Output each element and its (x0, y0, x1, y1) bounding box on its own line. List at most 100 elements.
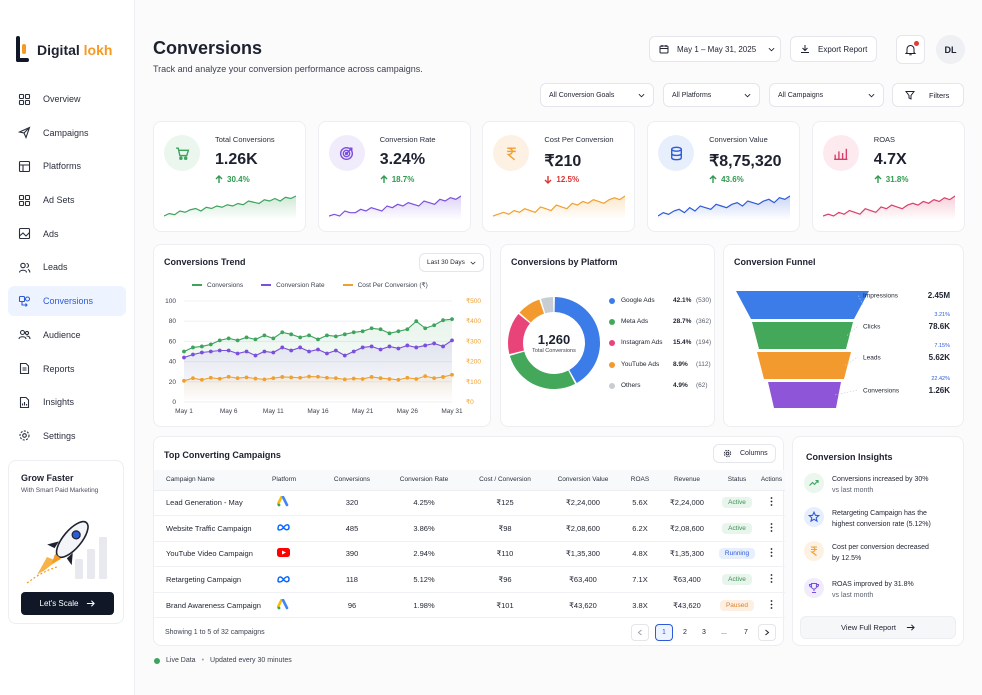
sidebar-item-settings[interactable]: Settings (8, 421, 126, 451)
col-platform[interactable]: Platform (272, 470, 322, 491)
sidebar-item-overview[interactable]: Overview (8, 84, 126, 114)
data-point[interactable] (253, 353, 258, 358)
data-point[interactable] (432, 376, 437, 381)
trend-range-select[interactable]: Last 30 Days (419, 253, 484, 272)
row-actions[interactable] (758, 490, 785, 517)
data-point[interactable] (199, 350, 204, 355)
data-point[interactable] (298, 345, 303, 350)
data-point[interactable] (191, 352, 195, 357)
col-status[interactable]: Status (716, 470, 758, 491)
col-conversion-rate[interactable]: Conversion Rate (382, 470, 466, 491)
data-point[interactable] (271, 350, 276, 355)
data-point[interactable] (298, 335, 303, 340)
data-point[interactable] (351, 349, 356, 354)
kpi-card-conversion-rate[interactable]: Conversion Rate 3.24% 18.7% (317, 121, 471, 232)
sidebar-item-ads[interactable]: Ads (8, 219, 126, 249)
data-point[interactable] (226, 336, 231, 341)
table-row[interactable]: Brand Awareness Campaign 96 1.98% ₹101 ₹… (154, 592, 785, 619)
data-point[interactable] (289, 348, 294, 353)
data-point[interactable] (244, 335, 249, 340)
columns-button[interactable]: Columns (713, 444, 776, 463)
data-point[interactable] (217, 338, 222, 343)
data-point[interactable] (396, 329, 401, 334)
legend-item-others[interactable]: Others 4.9% (62) (609, 382, 709, 392)
data-point[interactable] (217, 348, 222, 353)
data-point[interactable] (405, 327, 410, 332)
insight-item[interactable]: Retargeting Campaign has the highest conv… (804, 507, 931, 530)
data-point[interactable] (360, 345, 365, 350)
data-point[interactable] (253, 376, 258, 381)
data-point[interactable] (432, 341, 437, 346)
data-point[interactable] (441, 375, 445, 379)
data-point[interactable] (307, 333, 311, 338)
data-point[interactable] (208, 349, 213, 354)
row-actions[interactable] (758, 566, 785, 593)
data-point[interactable] (450, 317, 454, 322)
data-point[interactable] (432, 323, 437, 328)
legend-item-instagram-ads[interactable]: Instagram Ads 15.4% (194) (609, 339, 711, 349)
data-point[interactable] (235, 338, 240, 343)
donut-slice-youtube-ads[interactable] (519, 299, 545, 323)
donut-slice-meta-ads[interactable] (509, 351, 576, 389)
kpi-card-conversion-value[interactable]: Conversion Value ₹8,75,320 43.6% (647, 121, 801, 232)
col-cost-per-conversion[interactable]: Cost / Conversion (466, 470, 544, 491)
donut-slice-others[interactable] (540, 297, 554, 314)
insight-item[interactable]: ROAS improved by 31.8% vs last month (804, 578, 914, 601)
data-point[interactable] (271, 376, 276, 381)
data-point[interactable] (342, 377, 347, 382)
data-point[interactable] (298, 375, 303, 380)
data-point[interactable] (342, 353, 347, 358)
data-point[interactable] (307, 374, 311, 379)
legend-item-meta-ads[interactable]: Meta Ads 28.7% (362) (609, 318, 711, 328)
avatar[interactable]: DL (936, 35, 965, 64)
data-point[interactable] (387, 331, 392, 336)
data-point[interactable] (199, 344, 204, 349)
sidebar-item-audience[interactable]: Audience (8, 320, 126, 350)
data-point[interactable] (378, 347, 383, 352)
sidebar-item-campaigns[interactable]: Campaigns (8, 118, 126, 148)
date-range-picker[interactable]: May 1 – May 31, 2025 (649, 36, 781, 62)
page-button[interactable]: 7 (744, 629, 748, 636)
sidebar-item-platforms[interactable]: Platforms (8, 151, 126, 181)
sidebar-item-ad-sets[interactable]: Ad Sets (8, 185, 126, 215)
table-row[interactable]: YouTube Video Campaign 390 2.94% ₹110 ₹1… (154, 541, 785, 568)
data-point[interactable] (405, 375, 410, 380)
data-point[interactable] (378, 327, 383, 332)
data-point[interactable] (351, 330, 356, 335)
legend-item-google-ads[interactable]: Google Ads 42.1% (530) (609, 297, 711, 307)
data-point[interactable] (387, 377, 392, 381)
data-point[interactable] (423, 343, 428, 348)
data-point[interactable] (307, 349, 311, 354)
campaigns-select[interactable]: All Campaigns (769, 83, 884, 107)
data-point[interactable] (280, 375, 285, 379)
row-actions[interactable] (758, 515, 785, 542)
insight-item[interactable]: Cost per conversion decreased by 12.5% (804, 541, 929, 564)
campaign-name[interactable]: Lead Generation - May (154, 490, 272, 517)
page-button[interactable]: 3 (702, 629, 706, 636)
data-point[interactable] (414, 345, 419, 350)
sidebar-item-leads[interactable]: Leads (8, 252, 126, 282)
data-point[interactable] (342, 332, 347, 337)
prev-page-button[interactable] (631, 624, 649, 641)
kpi-card-total-conversions[interactable]: Total Conversions 1.26K 30.4% (153, 121, 306, 232)
campaign-name[interactable]: YouTube Video Campaign (154, 541, 272, 568)
data-point[interactable] (235, 351, 240, 356)
data-point[interactable] (414, 377, 419, 381)
legend-item-youtube-ads[interactable]: YouTube Ads 8.9% (112) (609, 361, 711, 371)
data-point[interactable] (217, 376, 222, 381)
page-button[interactable]: 2 (683, 629, 687, 636)
col-roas[interactable]: ROAS (622, 470, 658, 491)
notifications-button[interactable] (896, 35, 925, 64)
data-point[interactable] (369, 375, 374, 379)
data-point[interactable] (396, 377, 401, 382)
funnel-stage-impressions[interactable] (736, 291, 869, 319)
data-point[interactable] (244, 375, 249, 380)
row-actions[interactable] (758, 592, 785, 619)
data-point[interactable] (333, 334, 338, 339)
data-point[interactable] (182, 378, 186, 383)
data-point[interactable] (369, 326, 374, 331)
data-point[interactable] (226, 374, 231, 379)
data-point[interactable] (208, 342, 213, 347)
lets-scale-button[interactable]: Let's Scale (21, 592, 114, 615)
data-point[interactable] (405, 343, 410, 348)
